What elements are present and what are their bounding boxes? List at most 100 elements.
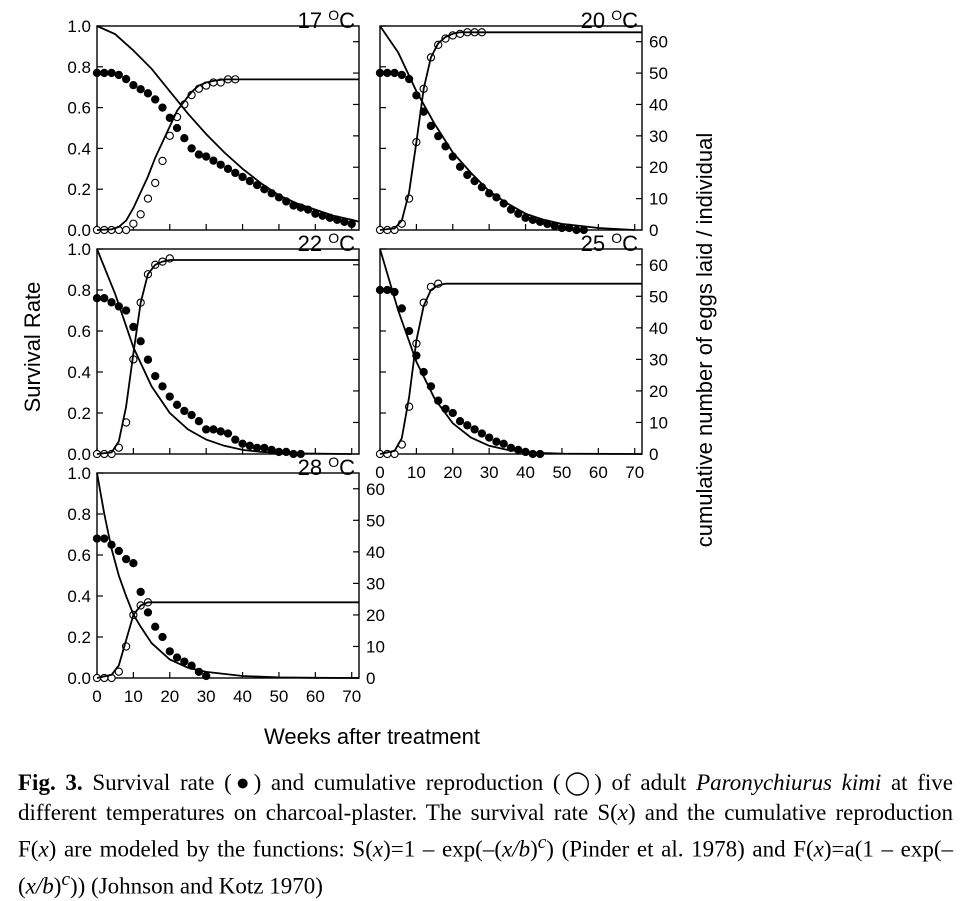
model-curve <box>96 78 359 231</box>
survival-point <box>143 89 153 98</box>
plot-frame <box>96 472 360 679</box>
caption-variable: x <box>617 800 628 825</box>
survival-point <box>202 425 211 434</box>
right-tick-label: 20 <box>366 606 385 625</box>
left-tick-label: 0.8 <box>67 281 91 300</box>
reproduction-point <box>151 178 160 188</box>
x-tick-label: 40 <box>516 463 535 482</box>
survival-point <box>223 164 233 173</box>
left-tick-label: 0.0 <box>67 445 91 464</box>
left-tick-label: 0.2 <box>67 180 91 199</box>
survival-point <box>158 103 167 112</box>
panel-title: 28 OC <box>298 454 355 480</box>
survival-point <box>143 608 153 617</box>
right-tick-label: 20 <box>649 158 668 177</box>
right-tick-label: 60 <box>649 33 668 52</box>
survival-point <box>455 162 465 171</box>
right-tick-label: 50 <box>649 287 668 306</box>
survival-point <box>107 68 116 78</box>
left-tick-label: 0.6 <box>67 546 91 565</box>
survival-point <box>514 445 523 455</box>
plot-frame <box>96 25 360 231</box>
model-curve <box>96 601 359 679</box>
survival-point <box>172 653 182 662</box>
survival-point <box>238 172 247 182</box>
model-curve <box>96 248 352 455</box>
right-tick-label: 10 <box>649 413 668 432</box>
x-tick-label: 70 <box>342 687 361 706</box>
x-tick-label: 10 <box>407 463 426 482</box>
reproduction-point <box>143 194 153 203</box>
left-tick-label: 0.4 <box>67 363 91 382</box>
figure-caption: Fig. 3. Survival rate (●) and cumulative… <box>18 768 953 901</box>
chart-panel: 0 10 20 30 40 50 60 20 OC <box>375 7 668 240</box>
x-tick-label: 20 <box>443 463 462 482</box>
panels-group: 0.0 0.2 0.4 0.6 0.8 1.0 17 OC 0 10 20 30 40 50 60 20 O… <box>67 7 668 706</box>
survival-point <box>499 439 508 448</box>
right-tick-label: 40 <box>366 543 385 562</box>
figure-canvas: 0.0 0.2 0.4 0.6 0.8 1.0 17 OC 0 10 20 30 40 50 60 20 O… <box>20 7 717 749</box>
survival-point <box>216 427 225 436</box>
left-tick-label: 0.4 <box>67 139 91 158</box>
right-tick-label: 0 <box>366 669 375 688</box>
survival-point <box>202 671 211 681</box>
survival-point <box>165 647 174 656</box>
survival-point <box>238 439 247 448</box>
x-tick-label: 30 <box>197 687 216 706</box>
survival-point <box>231 435 240 444</box>
survival-point <box>129 322 138 332</box>
survival-point <box>470 425 479 434</box>
survival-point <box>136 337 145 346</box>
left-tick-label: 0.4 <box>67 587 91 606</box>
model-curve <box>379 282 642 455</box>
left-tick-label: 0.2 <box>67 404 91 423</box>
right-tick-label: 60 <box>366 480 385 499</box>
survival-point <box>129 559 138 568</box>
plot-frame <box>379 248 643 455</box>
right-tick-label: 20 <box>649 382 668 401</box>
caption-variable: x <box>372 836 384 862</box>
left-tick-label: 1.0 <box>67 240 91 259</box>
survival-point <box>187 144 196 153</box>
panel-title: 20 OC <box>581 7 638 33</box>
x-tick-label: 0 <box>375 463 384 482</box>
survival-point <box>143 355 153 364</box>
model-curve <box>96 259 359 455</box>
right-tick-label: 30 <box>366 574 385 593</box>
left-y-axis-title: Survival Rate <box>20 282 45 413</box>
model-curve <box>96 472 360 679</box>
survival-point <box>92 294 102 303</box>
chart-panel: 0 10 20 30 40 50 60 0 10 20 30 40 50 60 70 25 OC <box>375 230 668 482</box>
caption-label: Fig. 3. <box>18 770 83 795</box>
caption-variable: x <box>38 836 49 862</box>
panel-title: 22 OC <box>298 230 355 256</box>
survival-point <box>383 285 392 295</box>
caption-text: ) <box>530 836 538 862</box>
survival-point <box>151 371 160 381</box>
x-tick-label: 60 <box>589 463 608 482</box>
survival-point <box>187 410 196 420</box>
survival-point <box>136 587 145 597</box>
filled-circle-symbol: ● <box>231 770 254 795</box>
right-tick-label: 30 <box>649 350 668 369</box>
caption-variable: x/b <box>502 836 531 862</box>
panel-title: 17 OC <box>298 7 355 33</box>
caption-text: ) and cumulative reproduction ( <box>253 770 561 795</box>
survival-point <box>100 68 109 78</box>
survival-point <box>209 156 218 165</box>
chart-panel: 0.0 0.2 0.4 0.6 0.8 1.0 17 OC <box>67 7 360 240</box>
right-tick-label: 50 <box>649 64 668 83</box>
survival-point <box>129 81 138 90</box>
caption-text: ) are modeled by the functions: S( <box>48 836 373 862</box>
reproduction-point <box>121 225 131 235</box>
caption-text: at five different temperatures on charco… <box>18 770 953 825</box>
left-tick-label: 0.6 <box>67 322 91 341</box>
survival-point <box>114 546 123 556</box>
survival-point <box>245 441 254 450</box>
survival-point <box>92 534 102 543</box>
survival-point <box>282 447 291 457</box>
reproduction-point <box>136 210 145 219</box>
survival-point <box>100 534 109 543</box>
survival-point <box>572 225 581 235</box>
model-curve <box>379 31 642 231</box>
